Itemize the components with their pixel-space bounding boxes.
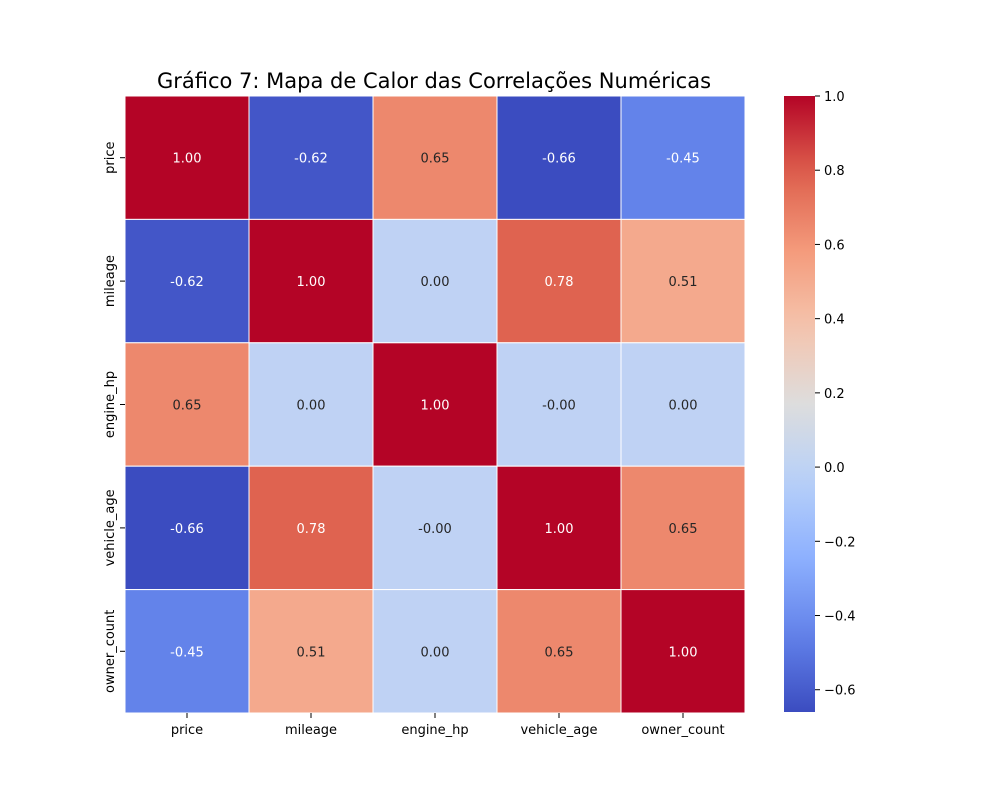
- y-tick-label: engine_hp: [103, 371, 118, 438]
- cell-value-label: -0.62: [170, 275, 204, 290]
- chart-title: Gráfico 7: Mapa de Calor das Correlações…: [157, 69, 711, 93]
- colorbar-tick-label: 0.6: [824, 238, 845, 253]
- heatmap-cell: [248, 95, 374, 220]
- cell-value-label: -0.00: [542, 399, 576, 414]
- cell-value-label: 1.00: [421, 399, 450, 414]
- cell-value-label: -0.66: [542, 152, 576, 167]
- colorbar-tick-label: 0.0: [824, 461, 845, 476]
- cell-value-label: -0.45: [170, 645, 204, 660]
- x-tick-label: price: [171, 723, 203, 738]
- colorbar-tick-label: 0.2: [824, 387, 845, 402]
- x-tick-label: owner_count: [641, 723, 724, 738]
- cell-value-label: -0.00: [418, 522, 452, 537]
- heatmap-cell: [372, 218, 498, 344]
- heatmap-cell: [124, 95, 250, 220]
- heatmap-cell: [620, 589, 746, 714]
- cell-value-label: 1.00: [297, 275, 326, 290]
- cell-value-label: 0.65: [669, 522, 698, 537]
- cell-value-label: -0.66: [170, 522, 204, 537]
- heatmap-cell: [620, 95, 746, 220]
- colorbar: 1.0 0.8 0.6 0.4 0.2 0.0 −0.2 −0.4 −0.6: [784, 90, 856, 712]
- heatmap-cell: [372, 95, 498, 220]
- cell-value-label: 1.00: [545, 522, 574, 537]
- cell-value-label: 0.00: [421, 645, 450, 660]
- heatmap-cell: [248, 342, 374, 467]
- cell-value-label: 0.00: [297, 399, 326, 414]
- y-tick-label: owner_count: [103, 610, 118, 693]
- heatmap-cell: [372, 465, 498, 591]
- heatmap-cell: [620, 218, 746, 344]
- heatmap-cell: [620, 342, 746, 467]
- heatmap-cell: [620, 465, 746, 591]
- cell-value-label: -0.62: [294, 152, 328, 167]
- heatmap-cell: [496, 342, 622, 467]
- heatmap-cells: 1.00 -0.62 0.65 -0.66 -0.45 -0.62 1.00 0.00 0.78…: [124, 95, 746, 714]
- heatmap-cell: [248, 465, 374, 591]
- colorbar-scale: [784, 96, 815, 712]
- x-axis: price mileage engine_hp vehicle_age owner_co…: [171, 713, 725, 738]
- y-axis: price mileage engine_hp vehicle_age owner_co…: [103, 142, 125, 693]
- cell-value-label: 1.00: [173, 152, 202, 167]
- cell-value-label: 0.51: [297, 645, 326, 660]
- colorbar-tick-label: 1.0: [824, 90, 845, 105]
- cell-value-label: 0.65: [173, 399, 202, 414]
- x-tick-label: mileage: [285, 723, 337, 738]
- y-tick-label: mileage: [103, 255, 118, 307]
- colorbar-tick-label: 0.8: [824, 164, 845, 179]
- colorbar-tick-label: −0.4: [824, 610, 856, 625]
- cell-value-label: 0.00: [669, 399, 698, 414]
- colorbar-tick-label: −0.2: [824, 535, 856, 550]
- x-tick-label: vehicle_age: [520, 723, 597, 738]
- heatmap-cell: [496, 95, 622, 220]
- cell-value-label: 0.65: [545, 645, 574, 660]
- cell-value-label: 1.00: [669, 645, 698, 660]
- heatmap-cell: [124, 218, 250, 344]
- cell-value-label: 0.78: [545, 275, 574, 290]
- heatmap-cell: [248, 589, 374, 714]
- cell-value-label: -0.45: [666, 152, 700, 167]
- y-tick-label: vehicle_age: [103, 489, 118, 566]
- heatmap-cell: [496, 465, 622, 591]
- cell-value-label: 0.65: [421, 152, 450, 167]
- cell-value-label: 0.51: [669, 275, 698, 290]
- heatmap-cell: [372, 589, 498, 714]
- x-tick-label: engine_hp: [401, 723, 468, 738]
- colorbar-tick-label: −0.6: [824, 684, 856, 699]
- heatmap-cell: [372, 342, 498, 467]
- cell-value-label: 0.00: [421, 275, 450, 290]
- colorbar-tick-label: 0.4: [824, 313, 845, 328]
- heatmap-cell: [124, 589, 250, 714]
- y-tick-label: price: [103, 142, 118, 174]
- cell-value-label: 0.78: [297, 522, 326, 537]
